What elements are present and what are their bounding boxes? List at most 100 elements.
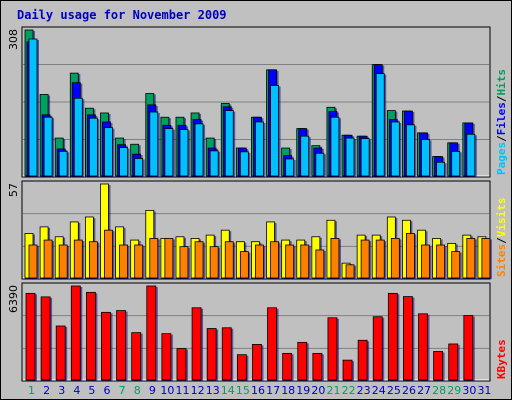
bar-pages	[315, 152, 325, 177]
bar-kbytes	[191, 307, 202, 381]
bar-sites	[270, 241, 279, 279]
day-label: 20	[311, 384, 325, 397]
day-label: 21	[326, 384, 340, 397]
bar-sites	[28, 244, 38, 279]
bar-kbytes	[85, 291, 96, 381]
bar-kbytes	[25, 292, 36, 381]
bar-pages	[134, 158, 144, 177]
day-label: 6	[104, 384, 111, 397]
legend-item: Visits	[495, 198, 508, 238]
bar-sites	[134, 244, 144, 279]
day-label: 25	[387, 384, 401, 397]
bar-pages	[73, 97, 83, 177]
bar-sites	[345, 264, 355, 279]
bar-kbytes	[236, 354, 247, 381]
legend-visits-sites: Sites/Visits	[495, 198, 508, 278]
legend-item: /	[495, 237, 508, 244]
legend-item: Pages	[495, 142, 508, 175]
day-label: 28	[432, 384, 446, 397]
bar-pages	[58, 150, 68, 177]
bar-kbytes	[176, 348, 187, 381]
legend-item: Sites	[495, 244, 508, 277]
bar-kbytes	[221, 327, 232, 381]
bar-pages	[300, 135, 310, 177]
day-label: 15	[236, 384, 250, 397]
bar-sites	[330, 238, 340, 279]
day-label: 26	[402, 384, 416, 397]
day-label: 24	[372, 384, 386, 397]
day-label: 4	[73, 384, 80, 397]
day-label: 16	[251, 384, 265, 397]
bar-kbytes	[116, 310, 126, 381]
bar-kbytes	[372, 316, 383, 381]
bar-sites	[209, 246, 219, 279]
bar-kbytes	[403, 296, 413, 381]
day-label: 8	[134, 384, 141, 397]
bar-kbytes	[40, 296, 51, 381]
bar-sites	[179, 246, 189, 279]
bar-pages	[421, 139, 430, 177]
bar-sites	[119, 244, 128, 279]
legend-item: KBytes	[495, 339, 508, 379]
bar-sites	[466, 238, 476, 279]
legend-kbytes: KBytes	[495, 339, 508, 379]
day-label: 23	[357, 384, 371, 397]
day-label: 5	[88, 384, 95, 397]
bar-sites	[436, 244, 446, 279]
bar-pages	[88, 117, 98, 177]
day-label: 17	[266, 384, 280, 397]
scale-label-hits-files-pages: 308	[7, 29, 20, 50]
bar-pages	[451, 150, 461, 177]
bar-kbytes	[282, 352, 293, 381]
bar-kbytes	[357, 339, 368, 381]
day-label: 9	[149, 384, 156, 397]
day-label: 18	[281, 384, 295, 397]
bar-kbytes	[312, 352, 323, 381]
legend-item: /	[495, 95, 508, 102]
bar-pages	[28, 38, 38, 177]
bar-sites	[104, 229, 113, 279]
legend-item: Files	[495, 102, 508, 135]
bar-pages	[104, 127, 113, 177]
bar-sites	[149, 238, 159, 279]
bar-kbytes	[55, 325, 66, 381]
bar-kbytes	[448, 343, 459, 381]
bar-pages	[149, 111, 159, 177]
day-label: 10	[160, 384, 174, 397]
bar-sites	[73, 239, 83, 279]
bar-pages	[345, 137, 355, 177]
bar-sites	[360, 239, 370, 279]
day-label: 7	[119, 384, 126, 397]
bar-sites	[375, 239, 385, 279]
bar-pages	[375, 73, 385, 177]
bar-pages	[330, 116, 340, 177]
bar-kbytes	[252, 344, 262, 381]
day-label: 27	[417, 384, 431, 397]
day-label: 11	[176, 384, 190, 397]
bar-sites	[421, 244, 430, 279]
chart-title: Daily usage for November 2009	[17, 8, 227, 22]
bar-kbytes	[342, 359, 353, 381]
bar-pages	[164, 128, 174, 177]
bar-sites	[224, 241, 234, 279]
day-label: 31	[477, 384, 491, 397]
bar-kbytes	[267, 307, 277, 381]
day-label: 12	[191, 384, 205, 397]
bar-pages	[209, 150, 219, 177]
day-label: 2	[43, 384, 50, 397]
bar-kbytes	[433, 351, 444, 381]
bar-sites	[481, 238, 491, 279]
bar-sites	[88, 241, 98, 279]
bar-pages	[360, 138, 370, 177]
bar-kbytes	[70, 285, 81, 381]
bar-pages	[406, 124, 415, 177]
day-label: 30	[462, 384, 476, 397]
bar-pages	[285, 158, 295, 177]
bar-kbytes	[101, 311, 111, 381]
bar-sites	[315, 249, 325, 279]
scale-label-kbytes: 6390	[7, 285, 20, 313]
bar-sites	[164, 238, 174, 279]
bar-kbytes	[206, 328, 217, 381]
bar-pages	[43, 116, 53, 177]
